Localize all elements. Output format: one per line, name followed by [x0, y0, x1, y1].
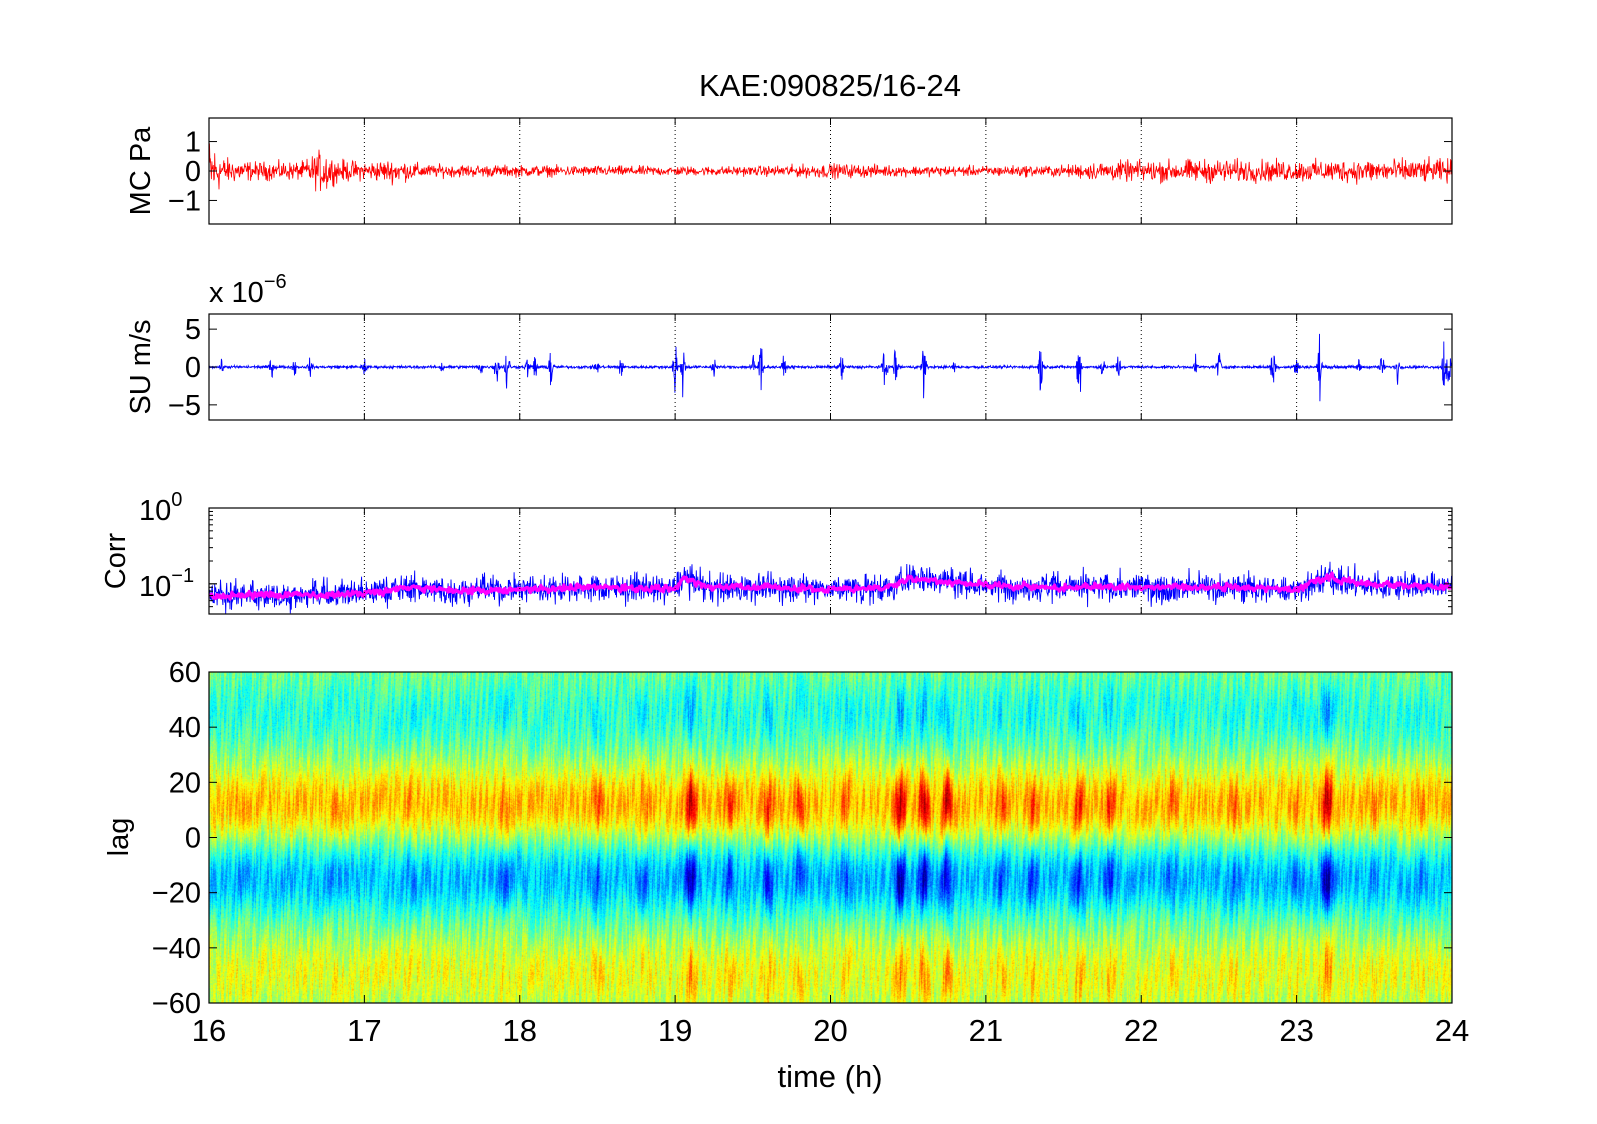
pressure-ylabel: MC Pa	[125, 126, 157, 216]
pressure-panel: 10−1 MC Pa	[125, 117, 1453, 225]
correlation-panel: 100 10−1 Corr	[100, 489, 1453, 615]
lag-heatmap	[209, 672, 1452, 1003]
velocity-panel: 5 0 −5 SU m/s x 10−6	[125, 271, 1453, 422]
velocity-ylabel: SU m/s	[125, 319, 157, 414]
correlation-ylabel: Corr	[100, 532, 132, 589]
y-tick-label: 0	[185, 156, 201, 188]
y-tick-label: 20	[169, 767, 201, 799]
y-tick-label: 1	[185, 127, 201, 159]
velocity-axes-box	[208, 313, 1453, 421]
lag-panel: 60 40 20 0 −20 −40 −60 16 17 18 19 20 21 22 23 24 lag	[103, 657, 1469, 1048]
pressure-axes-box	[208, 117, 1453, 225]
x-tick-label: 21	[969, 1013, 1003, 1048]
x-tick-label: 17	[347, 1013, 381, 1048]
x-tick-label: 20	[813, 1013, 847, 1048]
y-tick-label: −5	[168, 390, 201, 422]
velocity-exponent-base: x 10	[209, 277, 264, 309]
pressure-y-ticks: 10−1	[168, 127, 1452, 217]
lag-axes-box	[208, 671, 1453, 1004]
y-tick-label: 5	[185, 314, 201, 346]
chart-title: KAE:090825/16-24	[699, 68, 961, 103]
lag-y-ticks: 60 40 20 0 −20 −40 −60	[152, 657, 1452, 1020]
x-tick-label: 18	[503, 1013, 537, 1048]
correlation-traces	[209, 561, 1452, 614]
y-tick-label: 0	[185, 352, 201, 384]
velocity-y-ticks: 5 0 −5	[168, 314, 1452, 422]
y-tick-label: −1	[168, 185, 201, 217]
y-tick-label: 60	[169, 657, 201, 689]
y-tick-label: −20	[152, 878, 201, 910]
y-tick-label: 40	[169, 712, 201, 744]
y-tick-label: −40	[152, 933, 201, 965]
x-tick-label: 16	[192, 1013, 226, 1048]
velocity-exponent-power: −6	[264, 271, 287, 293]
y-tick-label: 10−1	[139, 565, 194, 603]
lag-ylabel: lag	[103, 818, 135, 857]
x-axis-label: time (h)	[777, 1059, 882, 1094]
x-tick-label: 23	[1279, 1013, 1313, 1048]
x-tick-label: 19	[658, 1013, 692, 1048]
correlation-axes-box	[208, 507, 1453, 615]
velocity-trace	[209, 333, 1452, 402]
velocity-exponent: x 10−6	[209, 271, 287, 309]
y-tick-label: 0	[185, 823, 201, 855]
velocity-line	[209, 333, 1452, 402]
correlation-y-ticks: 100 10−1	[139, 489, 1452, 615]
x-tick-label: 24	[1435, 1013, 1469, 1048]
correlation-grid	[208, 508, 1453, 614]
y-tick-label: 100	[139, 489, 182, 527]
y-tick-label: −60	[152, 988, 201, 1020]
x-tick-label: 22	[1124, 1013, 1158, 1048]
